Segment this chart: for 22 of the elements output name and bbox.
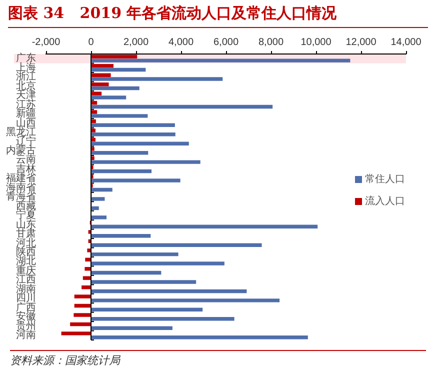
y-tick-label: 湖南 [16, 282, 36, 295]
y-tick-label: 吉林 [16, 162, 36, 175]
x-tick-label: 2,000 [123, 36, 149, 48]
y-tick-label: 西藏 [16, 200, 36, 212]
y-tick-label: 山东 [16, 218, 36, 230]
x-tick-label: 0 [88, 36, 94, 48]
x-tick-label: 10,000 [300, 36, 332, 48]
x-tick-label: 12,000 [346, 36, 377, 48]
text: 资料来源：国家统计局 [10, 353, 426, 368]
chart-title: 图表 34 2019 年各省流动人口及常住人口情况 [8, 4, 337, 23]
y-tick-label: 北京 [16, 80, 36, 92]
x-tick-label: 6,000 [213, 36, 239, 48]
y-tick-label: 河南 [16, 329, 36, 342]
x-tick-label: 14,000 [390, 36, 422, 48]
x-tick-label: 4,000 [168, 36, 194, 48]
legend-label: 流入人口 [364, 194, 405, 208]
x-tick-label: 8,000 [258, 36, 284, 48]
y-tick-label: 贵州 [16, 320, 36, 332]
legend-label: 常住人口 [364, 172, 405, 186]
y-tick-label: 海南省 [6, 181, 36, 194]
x-tick-label: -2,000 [32, 36, 61, 48]
y-tick-label: 山西 [16, 116, 36, 129]
